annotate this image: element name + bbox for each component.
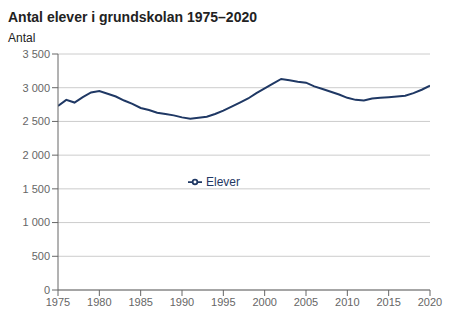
svg-text:2 000: 2 000 — [22, 149, 50, 161]
svg-text:500: 500 — [32, 250, 50, 262]
svg-text:2015: 2015 — [376, 296, 400, 308]
svg-text:2020: 2020 — [418, 296, 442, 308]
svg-text:2010: 2010 — [335, 296, 359, 308]
svg-text:1980: 1980 — [87, 296, 111, 308]
svg-text:1990: 1990 — [170, 296, 194, 308]
svg-text:1 000: 1 000 — [22, 216, 50, 228]
html-text:Antal elever i grundskolan 197: Antal elever i grundskolan 1975–2020 — [8, 9, 257, 25]
svg-text:1 500: 1 500 — [22, 183, 50, 195]
svg-text:2000: 2000 — [252, 296, 276, 308]
svg-text:1975: 1975 — [46, 296, 70, 308]
html-text:Elever: Elever — [206, 174, 240, 189]
svg-text:3 500: 3 500 — [22, 48, 50, 60]
html-text:Antal: Antal — [8, 31, 36, 45]
svg-text:2 500: 2 500 — [22, 115, 50, 127]
svg-text:1995: 1995 — [211, 296, 235, 308]
svg-text:0: 0 — [44, 284, 50, 296]
svg-text:1985: 1985 — [128, 296, 152, 308]
svg-text:2005: 2005 — [294, 296, 318, 308]
svg-text:3 000: 3 000 — [22, 82, 50, 94]
